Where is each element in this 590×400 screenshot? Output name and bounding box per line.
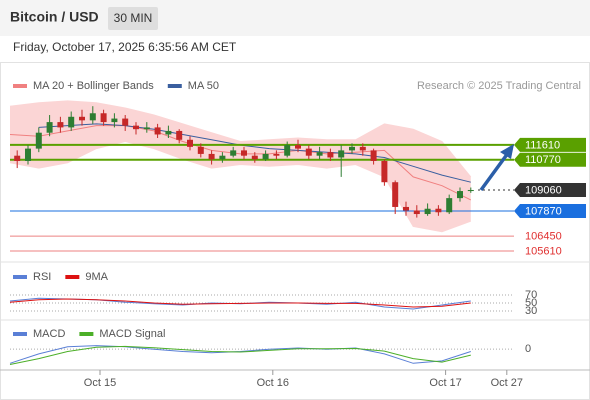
interval-badge[interactable] [108, 7, 158, 30]
candle-body [165, 130, 172, 135]
legend-label: MA 50 [188, 80, 219, 92]
legend-swatch [13, 275, 27, 279]
legend-label: MACD [33, 328, 65, 340]
indicator-line [9, 345, 471, 364]
y-tick-label: 50 [525, 297, 537, 309]
candle-body [14, 155, 21, 161]
candle-body [187, 139, 193, 147]
candle-body [25, 148, 31, 161]
candle-body [305, 148, 312, 156]
legend-swatch [79, 332, 94, 336]
candle-body [273, 153, 280, 156]
candle-body [316, 152, 323, 156]
x-tick-label: Oct 16 [257, 377, 289, 389]
candle-body [133, 125, 139, 130]
candle-body [327, 152, 334, 158]
level-tag [514, 204, 586, 219]
level-tag [514, 182, 586, 197]
symbol: Bitcoin / USD [10, 9, 99, 25]
candle-body [403, 206, 409, 211]
level-label: 109060 [525, 184, 562, 196]
legend-swatch [13, 84, 27, 88]
candle-body [79, 116, 85, 121]
level-label: 111610 [525, 139, 560, 151]
y-tick-label: 70 [525, 289, 537, 301]
candle-body [251, 155, 258, 160]
candle-body [111, 118, 118, 123]
bollinger-upper [9, 100, 472, 178]
legend-label: RSI [33, 271, 51, 283]
candle-body [381, 160, 388, 183]
legend-swatch [167, 84, 182, 88]
legend-label: 9MA [85, 271, 108, 283]
candle-body [154, 127, 161, 135]
level-tag [514, 152, 586, 167]
candle-body [338, 150, 345, 158]
indicator-line [9, 345, 471, 365]
candle-body [435, 208, 442, 213]
candle-body [68, 116, 75, 128]
candle-body [424, 208, 431, 215]
x-tick-label: Oct 27 [491, 377, 523, 389]
candle-body [176, 130, 183, 140]
x-tick-label: Oct 17 [429, 377, 461, 389]
candle-body [370, 150, 377, 161]
bollinger-band [10, 100, 471, 232]
indicator-line [9, 298, 471, 308]
candle-body [122, 118, 129, 126]
candle-body [89, 113, 96, 121]
candle-body [219, 155, 226, 160]
timestamp: Friday, October 17, 2025 6:35:56 AM CET [13, 40, 237, 54]
y-tick-label: 30 [525, 305, 537, 317]
arrow-head [500, 144, 514, 159]
legend-swatch [65, 275, 80, 279]
candle-body [446, 198, 453, 213]
candle-body [392, 182, 399, 207]
candle-body [467, 189, 474, 192]
ma-line [38, 123, 471, 183]
level-tag [514, 137, 586, 152]
level-label: 105610 [525, 245, 562, 257]
candle-body [262, 153, 269, 160]
candle-body [349, 146, 355, 151]
candle-body [208, 153, 215, 160]
y-tick-label: 0 [525, 343, 531, 355]
candle-body [197, 146, 204, 154]
legend-swatch [13, 332, 27, 336]
candle-body [57, 122, 64, 128]
candle-body [230, 150, 237, 156]
candle-body [457, 191, 463, 199]
candle-body [413, 210, 420, 215]
forecast-arrow [479, 144, 514, 192]
legend-label: MA 20 + Bollinger Bands [33, 80, 154, 92]
candle-body [35, 132, 42, 149]
header-bar [0, 0, 590, 36]
x-tick-label: Oct 15 [84, 377, 116, 389]
level-label: 110770 [525, 154, 561, 166]
legend-label: MACD Signal [99, 328, 165, 340]
level-label: 107870 [525, 205, 562, 217]
candle-body [143, 127, 150, 130]
arrow-shaft [479, 151, 510, 192]
credit: Research © 2025 Trading Central [417, 80, 581, 92]
candle-body [100, 113, 107, 123]
level-label: 106450 [525, 231, 562, 243]
candle-body [241, 150, 247, 156]
candle-body [46, 122, 53, 133]
interval[interactable]: 30 MIN [114, 11, 153, 25]
candle-body [284, 145, 291, 156]
candle-body [295, 145, 301, 149]
candle-body [359, 146, 366, 151]
